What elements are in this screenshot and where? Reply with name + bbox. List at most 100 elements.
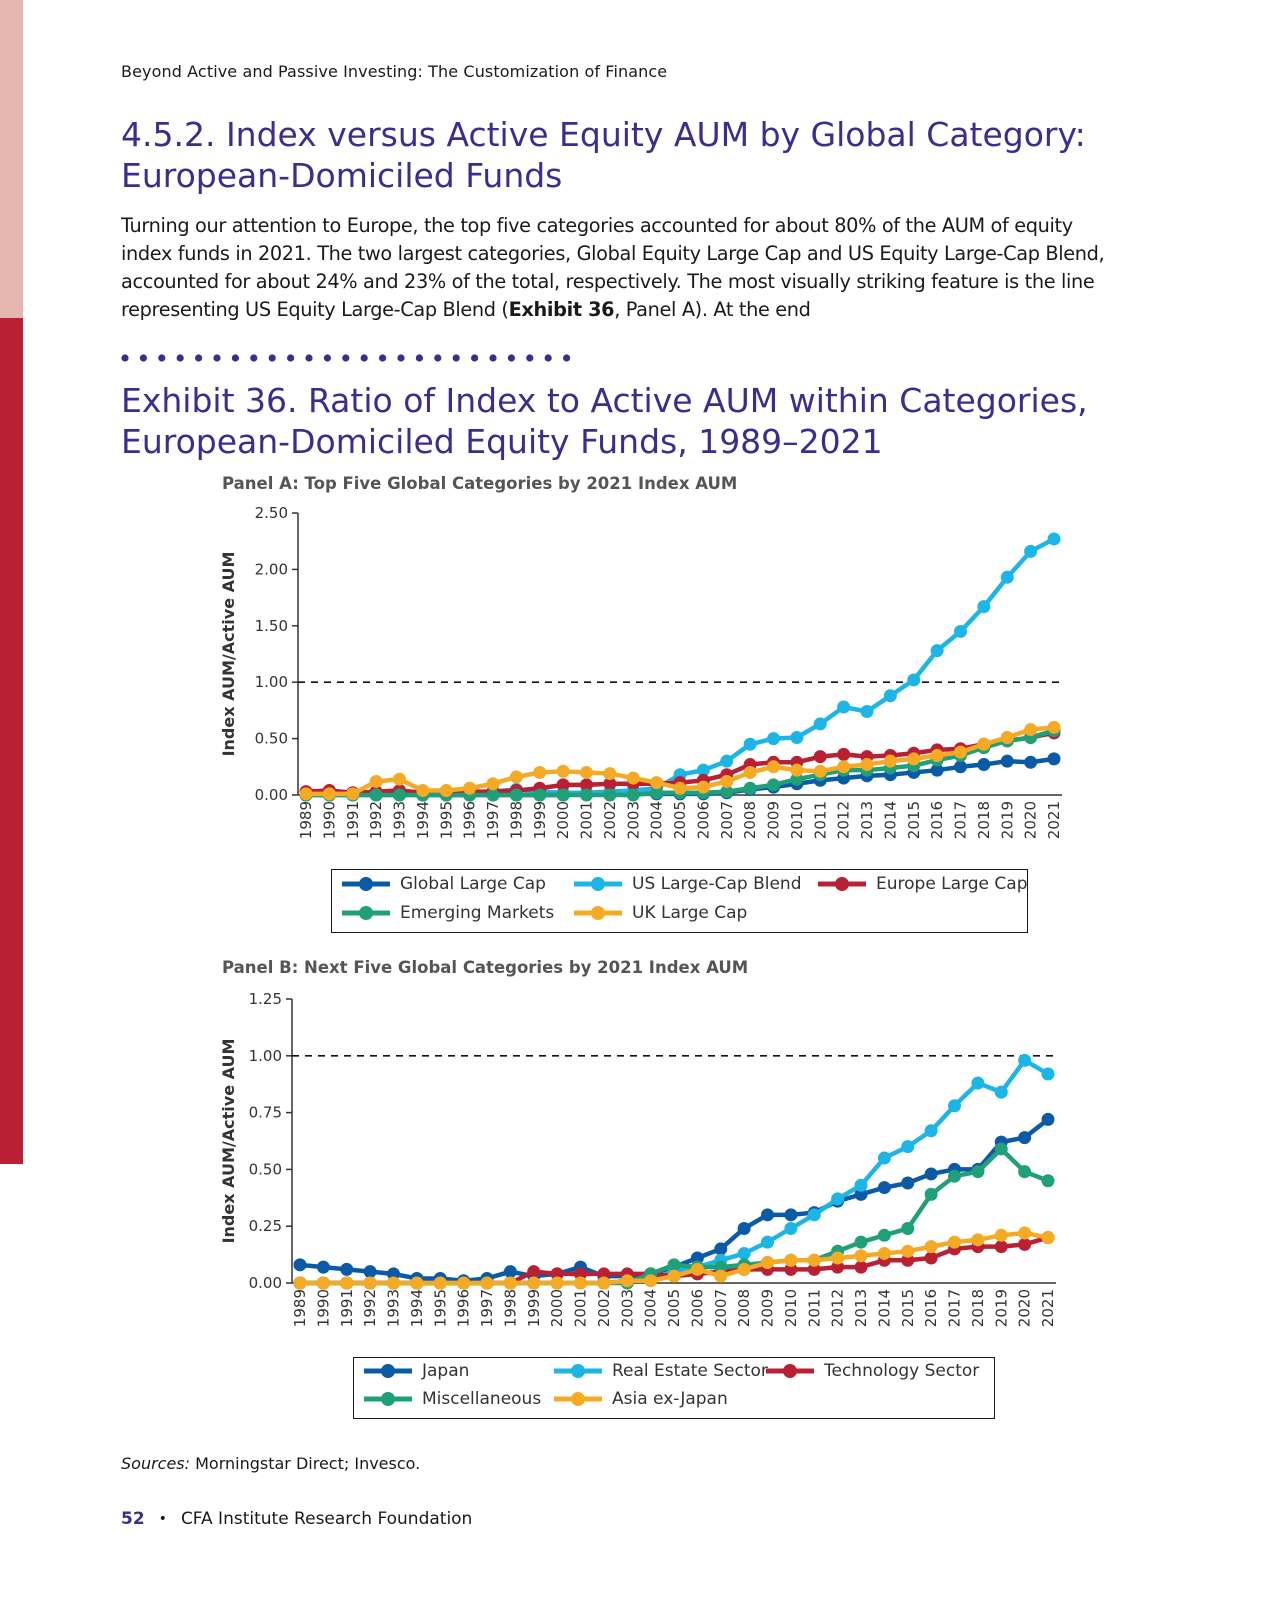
data-point [714, 1269, 728, 1283]
data-point [580, 765, 593, 779]
y-tick-label: 1.25 [249, 990, 282, 1008]
x-tick-label: 2004 [642, 1289, 660, 1327]
divider-dot [176, 354, 184, 362]
data-point [784, 1253, 798, 1267]
x-tick-label: 2007 [712, 1289, 730, 1327]
running-head: Beyond Active and Passive Investing: The… [121, 62, 668, 81]
data-point [527, 1265, 541, 1279]
x-tick-label: 2021 [1045, 801, 1063, 839]
divider-dot [323, 354, 331, 362]
data-point [767, 732, 780, 746]
legend-swatch [574, 906, 622, 920]
legend-item: Miscellaneous [362, 1389, 541, 1409]
data-point [503, 1276, 517, 1290]
data-point [1000, 754, 1014, 768]
data-point [533, 788, 547, 802]
legend-swatch [818, 877, 866, 891]
data-point [813, 717, 827, 731]
data-point [673, 781, 687, 795]
data-point [603, 788, 617, 802]
y-axis-label: Index AUM/Active AUM [219, 552, 238, 757]
data-point [784, 1221, 798, 1235]
divider-dot [213, 354, 221, 362]
data-point [901, 1140, 915, 1154]
data-point [299, 787, 313, 801]
data-point [831, 1251, 845, 1265]
x-tick-label: 2021 [1039, 1289, 1057, 1327]
y-tick-label: 1.00 [255, 673, 288, 691]
divider-dot [231, 354, 239, 362]
data-point [1041, 1231, 1055, 1245]
data-point [930, 644, 944, 658]
x-tick-label: 1990 [320, 801, 338, 839]
data-point [877, 1246, 891, 1260]
divider-dot [452, 354, 460, 362]
x-tick-label: 2017 [946, 1289, 964, 1327]
x-tick-label: 2011 [811, 801, 829, 839]
x-tick-label: 2019 [992, 1289, 1010, 1327]
data-point [556, 778, 570, 792]
y-tick-label: 1.00 [249, 1047, 282, 1065]
y-tick-label: 0.00 [249, 1274, 282, 1292]
legend-label: Miscellaneous [422, 1389, 542, 1409]
legend-swatch-marker [571, 1364, 585, 1378]
data-point [346, 787, 360, 801]
data-point [387, 1267, 400, 1281]
legend-swatch [364, 1392, 412, 1406]
data-point [720, 754, 734, 768]
data-point [393, 788, 406, 802]
data-point [971, 1165, 985, 1179]
x-tick-label: 2012 [835, 801, 853, 839]
x-tick-label: 2009 [765, 801, 783, 839]
data-point [877, 1228, 891, 1242]
legend-label: Europe Large Cap [876, 874, 1028, 894]
data-point [316, 1276, 330, 1290]
exhibit-title-line2: European-Domiciled Equity Funds, 1989–20… [121, 422, 883, 461]
data-point [1000, 570, 1014, 584]
x-tick-label: 1998 [501, 1289, 519, 1327]
data-point [644, 1274, 658, 1288]
sources-label: Sources: [121, 1454, 191, 1473]
divider-dot [544, 354, 552, 362]
x-tick-label: 2018 [975, 801, 993, 839]
exhibit-title: Exhibit 36. Ratio of Index to Active AUM… [121, 380, 1161, 462]
data-point [696, 780, 710, 794]
sources-note: Sources: Morningstar Direct; Invesco. [121, 1454, 420, 1473]
data-point [480, 1276, 494, 1290]
x-tick-label: 1998 [507, 801, 525, 839]
data-point [901, 1176, 915, 1190]
x-tick-label: 2016 [928, 801, 946, 839]
data-point [807, 1253, 821, 1267]
data-point [837, 700, 851, 714]
x-tick-label: 2000 [554, 801, 572, 839]
x-tick-label: 1997 [484, 801, 502, 839]
data-point [1018, 1131, 1032, 1145]
legend-swatch-marker [381, 1392, 395, 1406]
data-point [994, 1085, 1008, 1099]
data-point [1000, 730, 1014, 744]
legend-item: US Large-Cap Blend [572, 874, 802, 894]
data-point [860, 705, 874, 719]
data-point [322, 787, 336, 801]
data-point [580, 788, 593, 802]
x-tick-label: 2007 [718, 801, 736, 839]
section-title-line2: European-Domiciled Funds [121, 156, 563, 195]
data-point [509, 788, 523, 802]
data-point [877, 1151, 891, 1165]
body-text-part2: , Panel A). At the end [614, 298, 811, 321]
data-point [854, 1187, 868, 1201]
divider-dot [563, 354, 571, 362]
legend-swatch [766, 1364, 814, 1378]
legend-swatch-marker [571, 1392, 585, 1406]
data-point [527, 1276, 541, 1290]
exhibit-reference: Exhibit 36 [508, 298, 615, 321]
legend-swatch-marker [591, 906, 605, 920]
data-point [907, 673, 921, 687]
data-point [837, 760, 851, 774]
panel-b-title: Panel B: Next Five Global Categories by … [222, 958, 749, 977]
legend-item: Global Large Cap [340, 874, 546, 894]
data-point [743, 765, 757, 779]
data-point [340, 1262, 354, 1276]
x-tick-label: 1990 [314, 1289, 332, 1327]
data-point [1041, 1174, 1055, 1188]
